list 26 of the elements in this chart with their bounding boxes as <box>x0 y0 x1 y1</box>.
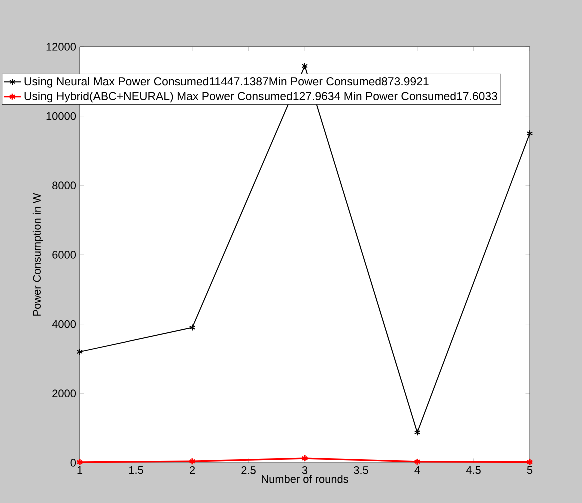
x-tick-label: 2 <box>190 466 196 474</box>
legend-label: Using Neural Max Power Consumed11447.1387Min Power Consumed873.9921 <box>24 77 429 88</box>
x-tick-label: 3.5 <box>354 466 368 474</box>
point <box>189 458 196 466</box>
x-tick-label: 2.5 <box>242 466 256 474</box>
y-tick-label: 8000 <box>52 182 76 190</box>
x-axis-title: Number of rounds <box>262 475 348 484</box>
y-tick-label: 0 <box>70 459 76 467</box>
y-tick-label: 6000 <box>52 251 76 259</box>
x-tick-label: 4.5 <box>466 466 481 474</box>
point <box>302 62 308 70</box>
x-tick-label: 4 <box>414 466 420 474</box>
x-tick-label: 5 <box>527 466 533 474</box>
x-tick-label: 1 <box>78 466 83 474</box>
point <box>302 454 308 462</box>
point <box>414 429 421 436</box>
x-tick-label: 3 <box>302 466 308 474</box>
y-axis-title: Power Consumption in W <box>32 193 44 316</box>
legend-label: Using Hybrid(ABC+NEURAL) Max Power Consumed127.9634 Min Power Consumed17.6033 <box>24 92 498 103</box>
x-tick-label: 1.5 <box>129 466 144 474</box>
y-tick-label: 12000 <box>46 43 76 51</box>
point <box>189 324 196 332</box>
y-tick-label: 2000 <box>52 390 76 398</box>
y-tick-label: 4000 <box>52 320 76 328</box>
y-tick-label: 10000 <box>46 112 76 120</box>
point <box>414 458 421 466</box>
